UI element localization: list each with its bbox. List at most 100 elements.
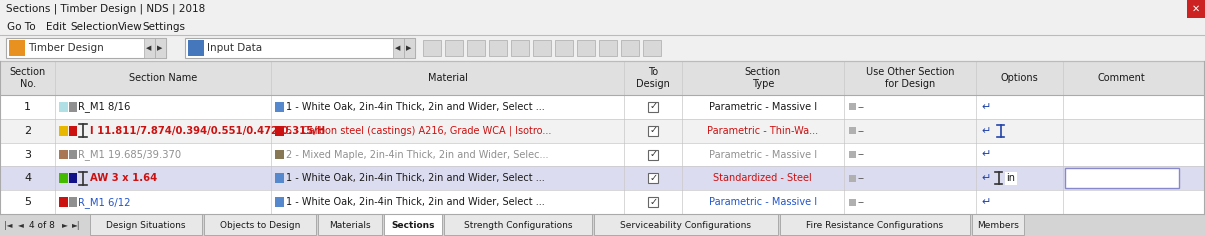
Text: 5 - Carbon steel (castings) A216, Grade WCA | Isotro...: 5 - Carbon steel (castings) A216, Grade … — [286, 126, 551, 136]
Bar — [59, 173, 67, 183]
Bar — [155, 38, 166, 58]
Bar — [186, 38, 415, 58]
Text: --: -- — [858, 197, 864, 207]
Bar — [6, 38, 166, 58]
Bar — [275, 197, 283, 207]
Bar — [445, 40, 463, 56]
Bar — [275, 149, 283, 160]
Text: Section
Type: Section Type — [745, 67, 781, 89]
Text: I 11.811/7.874/0.394/0.551/0.472/0.315/H: I 11.811/7.874/0.394/0.551/0.472/0.315/H — [90, 126, 325, 136]
Text: ↵: ↵ — [981, 126, 991, 136]
Bar — [59, 102, 67, 112]
Text: Use Other Section
for Design: Use Other Section for Design — [865, 67, 954, 89]
Bar — [275, 173, 283, 183]
Text: in: in — [1006, 173, 1015, 183]
Text: Section Name: Section Name — [129, 73, 198, 83]
Text: ✓: ✓ — [649, 197, 657, 206]
Bar — [489, 40, 507, 56]
Bar — [188, 40, 204, 56]
Text: Edit: Edit — [46, 21, 66, 31]
Text: Sections: Sections — [392, 220, 435, 229]
Bar — [643, 40, 662, 56]
Bar — [423, 40, 441, 56]
Text: --: -- — [858, 149, 864, 160]
Bar — [0, 61, 1205, 95]
Text: Go To: Go To — [7, 21, 36, 31]
Bar — [404, 38, 415, 58]
Bar — [556, 40, 574, 56]
Text: 2 - Mixed Maple, 2in-4in Thick, 2in and Wider, Selec...: 2 - Mixed Maple, 2in-4in Thick, 2in and … — [286, 149, 548, 160]
Text: |◄: |◄ — [4, 220, 12, 229]
Text: R_M1 6/12: R_M1 6/12 — [78, 197, 131, 207]
Bar — [145, 38, 155, 58]
Text: ◀: ◀ — [395, 45, 401, 51]
Text: ✓: ✓ — [649, 173, 657, 183]
Bar — [318, 214, 382, 235]
Text: Section
No.: Section No. — [10, 67, 46, 89]
Bar — [648, 173, 658, 183]
Bar — [59, 126, 67, 136]
Bar — [621, 40, 639, 56]
Text: Settings: Settings — [142, 21, 186, 31]
Text: ◀: ◀ — [146, 45, 152, 51]
Text: 1 - White Oak, 2in-4in Thick, 2in and Wider, Select ...: 1 - White Oak, 2in-4in Thick, 2in and Wi… — [286, 173, 545, 183]
Text: --: -- — [858, 102, 864, 112]
Text: ◄: ◄ — [18, 220, 24, 229]
Bar — [848, 103, 856, 110]
Text: R_M1 19.685/39.370: R_M1 19.685/39.370 — [78, 149, 182, 160]
Text: 3: 3 — [24, 149, 31, 160]
Text: 1 - White Oak, 2in-4in Thick, 2in and Wider, Select ...: 1 - White Oak, 2in-4in Thick, 2in and Wi… — [286, 102, 545, 112]
Bar — [275, 102, 283, 112]
Bar — [848, 151, 856, 158]
Text: Serviceability Configurations: Serviceability Configurations — [621, 220, 752, 229]
Bar — [594, 214, 778, 235]
Text: Materials: Materials — [329, 220, 371, 229]
Text: ►|: ►| — [72, 220, 81, 229]
Bar — [69, 197, 77, 207]
Bar — [59, 197, 67, 207]
Text: R_M1 8/16: R_M1 8/16 — [78, 101, 131, 112]
Text: --: -- — [858, 126, 864, 136]
Text: AW 3 x 1.64: AW 3 x 1.64 — [90, 173, 158, 183]
Bar — [0, 18, 1205, 35]
Bar — [648, 102, 658, 112]
Text: Input Data: Input Data — [207, 43, 263, 53]
Bar — [577, 40, 595, 56]
Bar — [0, 166, 1205, 190]
Text: ►: ► — [61, 220, 67, 229]
Text: Sections | Timber Design | NDS | 2018: Sections | Timber Design | NDS | 2018 — [6, 4, 205, 14]
Text: To
Design: To Design — [636, 67, 670, 89]
Bar — [1187, 0, 1205, 18]
Bar — [275, 126, 283, 136]
Text: Selection: Selection — [70, 21, 118, 31]
Bar — [1065, 169, 1178, 188]
Bar — [69, 173, 77, 183]
Bar — [848, 199, 856, 206]
Bar — [8, 40, 25, 56]
Text: ↵: ↵ — [981, 102, 991, 112]
Text: Material: Material — [428, 73, 468, 83]
Text: Strength Configurations: Strength Configurations — [464, 220, 572, 229]
Text: 5: 5 — [24, 197, 31, 207]
Bar — [648, 126, 658, 136]
Text: 2: 2 — [24, 126, 31, 136]
Bar — [533, 40, 551, 56]
Bar — [69, 126, 77, 136]
Text: Members: Members — [977, 220, 1019, 229]
Text: ↵: ↵ — [981, 197, 991, 207]
Bar — [780, 214, 970, 235]
Text: Timber Design: Timber Design — [28, 43, 104, 53]
Bar — [384, 214, 442, 235]
Text: --: -- — [858, 173, 864, 183]
Text: Standardized - Steel: Standardized - Steel — [713, 173, 812, 183]
Text: 1 - White Oak, 2in-4in Thick, 2in and Wider, Select ...: 1 - White Oak, 2in-4in Thick, 2in and Wi… — [286, 197, 545, 207]
Text: Parametric - Massive I: Parametric - Massive I — [709, 149, 817, 160]
Bar — [59, 149, 67, 160]
Bar — [599, 40, 617, 56]
Bar — [468, 40, 484, 56]
Bar — [972, 214, 1024, 235]
Bar — [69, 149, 77, 160]
Text: ▶: ▶ — [158, 45, 163, 51]
Text: ✓: ✓ — [649, 101, 657, 111]
Text: ✕: ✕ — [1192, 4, 1200, 14]
